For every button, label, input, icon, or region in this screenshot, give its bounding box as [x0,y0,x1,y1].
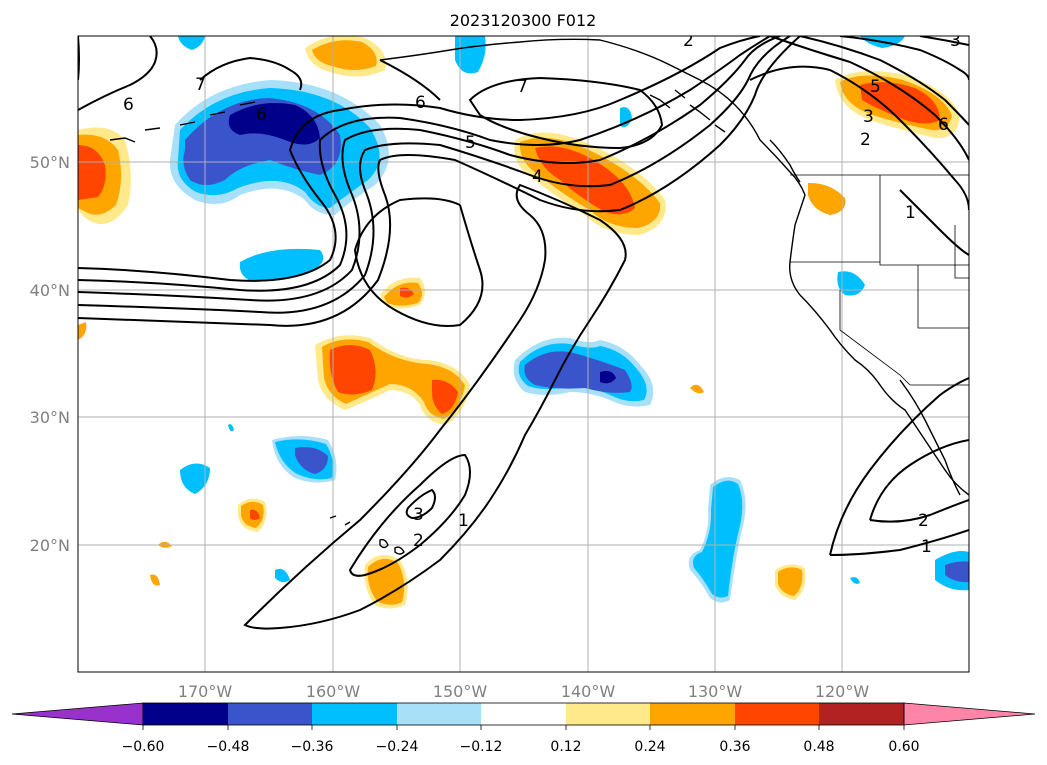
longitude-label: 140°W [561,682,616,701]
colorbar-extend-right [903,702,1036,726]
colorbar-bin [481,703,566,725]
colorbar-bin [312,703,397,725]
contour-label: 7 [517,77,528,97]
colorbar-bin [566,703,650,725]
colorbar-bin [650,703,735,725]
contour-label: 6 [415,93,426,113]
contour-label: 6 [123,95,134,115]
colorbar-bin [819,703,904,725]
contour-label: 1 [905,203,916,223]
colorbar-extend-left [11,702,144,726]
longitude-label: 160°W [306,682,361,701]
latitude-label: 50°N [30,153,70,172]
contour-label: 6 [256,105,267,125]
contour-label: 1 [458,511,469,531]
colorbar-tick-label: 0.48 [803,739,834,755]
longitude-label: 130°W [688,682,743,701]
graticule [78,36,969,672]
colorbar-tick-label: 0.36 [719,739,750,755]
colorbar-tick-label: −0.12 [460,739,503,755]
colorbar-tick-label: −0.60 [122,739,165,755]
contour-label: 5 [465,133,476,153]
colorbar-bin [397,703,481,725]
colorbar-frame [142,702,905,726]
contour-label: 3 [863,107,874,127]
contour-label: 5 [870,77,881,97]
contour-label: 4 [532,167,543,187]
latitude-label: 20°N [30,536,70,555]
longitude-labels: 170°W 160°W 150°W 140°W 130°W 120°W [178,682,870,701]
longitude-label: 120°W [815,682,870,701]
map-plot-area: 6 7 6 7 6 5 4 5 3 2 1 6 3 2 1 2 1 3 2 [78,31,969,672]
latitude-label: 40°N [30,281,70,300]
colorbar-tick-label: −0.36 [291,739,334,755]
political-borders [790,174,969,386]
colorbar: −0.60 −0.48 −0.36 −0.24 −0.12 0.12 0.24 … [11,702,1036,755]
contour-label-group: 6 7 6 7 6 5 4 5 3 2 1 6 3 2 1 2 1 3 2 [123,31,961,557]
colorbar-tick-label: 0.60 [888,739,919,755]
contour-label: 3 [413,505,424,525]
contour-label: 2 [918,511,929,531]
colorbar-bin [228,703,312,725]
contour-label: 2 [413,531,424,551]
colorbar-bin [735,703,819,725]
contour-label: 7 [195,75,206,95]
plot-frame [77,35,970,673]
colorbar-tick-label: −0.48 [207,739,250,755]
map-title: 2023120300 F012 [450,11,597,30]
colorbar-ticks [142,725,905,730]
contour-label: 2 [683,31,694,51]
contour-label: 2 [860,130,871,150]
contour-label: 1 [921,537,932,557]
contour-label: 3 [950,31,961,51]
longitude-label: 170°W [178,682,233,701]
longitude-label: 150°W [433,682,488,701]
colorbar-bin [143,703,228,725]
latitude-labels: 50°N 40°N 30°N 20°N [30,153,70,555]
coastlines [109,38,969,555]
colorbar-tick-label: 0.24 [634,739,665,755]
latitude-label: 30°N [30,408,70,427]
colorbar-tick-label: 0.12 [550,739,581,755]
colorbar-tick-label: −0.24 [376,739,419,755]
contour-label: 6 [938,115,949,135]
shaded-anomaly-fields [78,36,969,609]
